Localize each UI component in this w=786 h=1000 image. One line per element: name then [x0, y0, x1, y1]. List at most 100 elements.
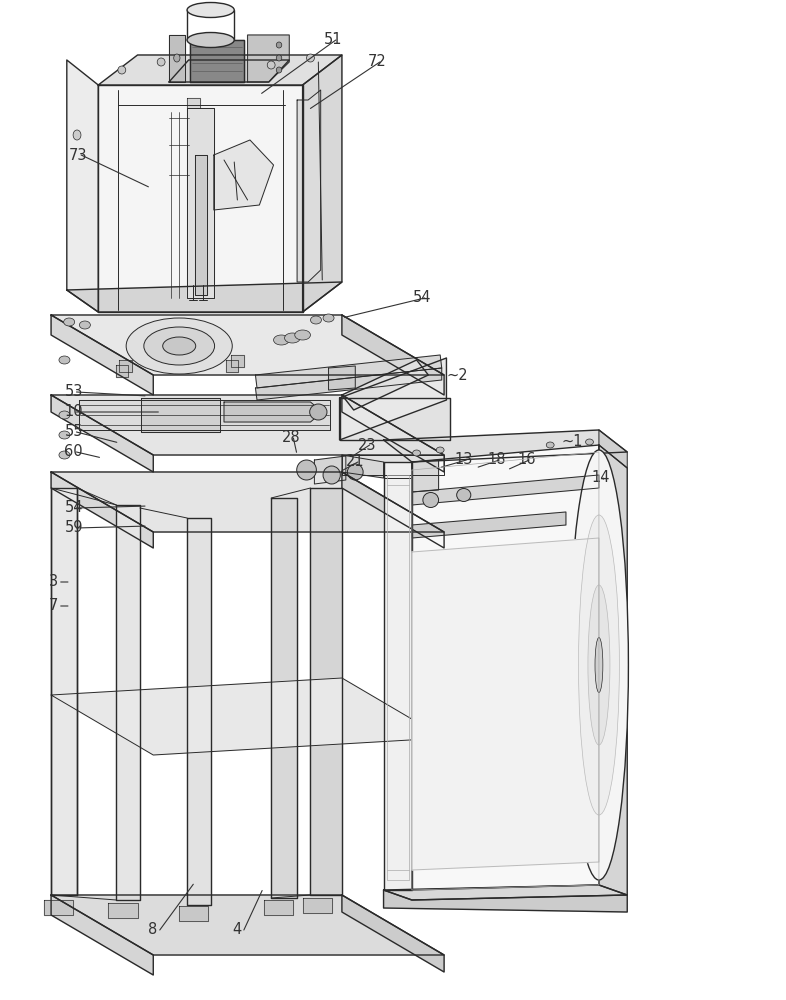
Polygon shape — [342, 455, 444, 475]
Text: 53: 53 — [64, 384, 83, 399]
Ellipse shape — [323, 314, 334, 322]
Text: 73: 73 — [69, 147, 88, 162]
Text: 54: 54 — [64, 500, 83, 516]
Ellipse shape — [347, 464, 363, 480]
Polygon shape — [98, 85, 303, 312]
Ellipse shape — [142, 341, 153, 349]
Polygon shape — [67, 282, 342, 312]
Polygon shape — [169, 35, 185, 82]
Text: 51: 51 — [324, 32, 343, 47]
Ellipse shape — [297, 460, 316, 480]
Ellipse shape — [569, 450, 629, 880]
Ellipse shape — [73, 130, 81, 140]
Polygon shape — [214, 140, 274, 210]
Ellipse shape — [457, 488, 471, 502]
Polygon shape — [169, 60, 289, 82]
Polygon shape — [387, 475, 409, 880]
Text: 54: 54 — [413, 290, 432, 306]
Ellipse shape — [79, 321, 90, 329]
Ellipse shape — [174, 54, 180, 62]
Text: ~2: ~2 — [446, 367, 468, 382]
Ellipse shape — [595, 638, 603, 693]
Polygon shape — [310, 488, 342, 895]
Ellipse shape — [285, 333, 300, 343]
Polygon shape — [599, 430, 627, 468]
Polygon shape — [384, 885, 627, 900]
Ellipse shape — [126, 318, 233, 374]
Polygon shape — [412, 538, 599, 870]
Text: 28: 28 — [281, 430, 300, 446]
Text: 4: 4 — [232, 923, 241, 938]
Polygon shape — [412, 460, 439, 492]
Ellipse shape — [59, 431, 70, 439]
Text: 14: 14 — [591, 471, 610, 486]
Polygon shape — [179, 906, 208, 921]
Polygon shape — [314, 456, 346, 484]
Polygon shape — [264, 900, 293, 915]
Polygon shape — [195, 155, 207, 295]
Polygon shape — [384, 462, 412, 478]
Polygon shape — [98, 55, 342, 85]
Text: 3: 3 — [49, 574, 58, 589]
Ellipse shape — [59, 356, 70, 364]
Ellipse shape — [588, 585, 610, 745]
Ellipse shape — [118, 66, 126, 74]
Polygon shape — [303, 898, 332, 913]
Polygon shape — [412, 445, 599, 890]
Polygon shape — [384, 462, 412, 890]
Ellipse shape — [144, 327, 215, 365]
Ellipse shape — [277, 55, 281, 61]
Polygon shape — [340, 358, 446, 440]
Polygon shape — [51, 315, 444, 375]
Polygon shape — [340, 398, 450, 440]
Polygon shape — [44, 900, 73, 915]
Text: 10: 10 — [64, 404, 83, 419]
Polygon shape — [255, 368, 442, 400]
Ellipse shape — [323, 466, 340, 484]
Polygon shape — [51, 895, 153, 975]
Ellipse shape — [295, 330, 310, 340]
Text: 60: 60 — [64, 444, 83, 460]
Ellipse shape — [310, 404, 327, 420]
Ellipse shape — [64, 318, 75, 326]
Polygon shape — [297, 90, 321, 282]
Ellipse shape — [310, 316, 321, 324]
Ellipse shape — [277, 67, 281, 73]
Polygon shape — [108, 903, 138, 918]
Polygon shape — [329, 366, 355, 390]
Ellipse shape — [413, 450, 421, 456]
Polygon shape — [342, 472, 444, 548]
Polygon shape — [51, 395, 444, 455]
Ellipse shape — [157, 58, 165, 66]
Ellipse shape — [578, 515, 619, 815]
Polygon shape — [303, 55, 342, 312]
Polygon shape — [342, 895, 444, 972]
Ellipse shape — [163, 337, 196, 355]
Polygon shape — [51, 488, 77, 895]
Polygon shape — [226, 360, 238, 372]
Polygon shape — [187, 518, 211, 905]
Text: 72: 72 — [368, 54, 387, 70]
Polygon shape — [271, 498, 297, 898]
Polygon shape — [342, 360, 428, 410]
Polygon shape — [599, 445, 627, 895]
Polygon shape — [384, 890, 627, 912]
Polygon shape — [342, 395, 444, 472]
Polygon shape — [51, 395, 153, 472]
Polygon shape — [51, 678, 444, 755]
Polygon shape — [116, 365, 128, 377]
Ellipse shape — [267, 61, 275, 69]
Text: ~1: ~1 — [562, 434, 583, 450]
Polygon shape — [255, 355, 442, 388]
Ellipse shape — [546, 442, 554, 448]
Polygon shape — [67, 60, 98, 312]
Ellipse shape — [187, 2, 234, 17]
Text: 18: 18 — [487, 452, 506, 468]
Polygon shape — [51, 472, 444, 532]
Ellipse shape — [274, 335, 289, 345]
Text: 21: 21 — [346, 454, 365, 470]
Polygon shape — [51, 315, 153, 395]
Ellipse shape — [436, 447, 444, 453]
Text: 8: 8 — [148, 923, 157, 938]
Ellipse shape — [586, 439, 593, 445]
